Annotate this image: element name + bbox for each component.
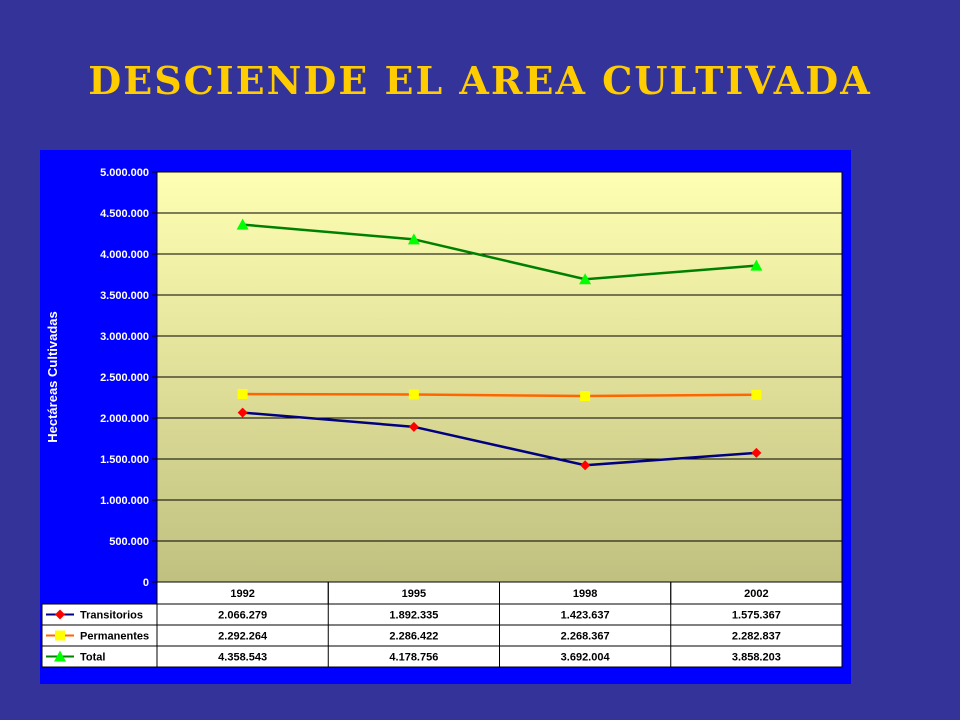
legend-key-marker-transitorios: [55, 609, 65, 620]
data-label-transitorios: 1.423.637: [561, 610, 610, 622]
y-tick-label: 500.000: [109, 536, 149, 548]
data-label-transitorios: 1.575.367: [732, 610, 781, 622]
data-point-transitorios: [580, 460, 591, 471]
data-label-transitorios: 2.066.279: [218, 610, 267, 622]
data-point-total: [579, 273, 592, 285]
y-tick-label: 4.500.000: [100, 208, 149, 220]
slide-title: Desciende el AREA CULTIVADA: [88, 58, 872, 103]
data-label-total: 4.178.756: [389, 652, 438, 664]
data-label-permanentes: 2.292.264: [218, 631, 268, 643]
y-tick-label: 1.500.000: [100, 454, 149, 466]
line-chart: 0 500.000 1.000.000 1.500.000 2.000.000 2.500…: [41, 167, 843, 668]
data-label-transitorios: 1.892.335: [389, 610, 438, 622]
series-line-permanentes: [242, 392, 757, 398]
y-tick-label: 2.500.000: [100, 372, 149, 384]
data-point-transitorios: [751, 447, 762, 458]
y-tick-label: 3.500.000: [100, 290, 149, 302]
y-tick-label: 0: [143, 577, 149, 589]
table-row-total: [41, 645, 843, 668]
data-point-permanentes: [237, 389, 248, 400]
legend-label-permanentes: Permanentes: [80, 631, 149, 643]
data-label-total: 4.358.543: [218, 652, 267, 664]
series-line-total: [242, 223, 757, 281]
y-tick-label: 3.000.000: [100, 331, 149, 343]
data-point-permanentes: [751, 389, 762, 400]
series-line-transitorios: [242, 411, 757, 467]
data-point-permanentes: [580, 390, 591, 401]
data-label-permanentes: 2.286.422: [389, 631, 438, 643]
data-point-transitorios: [237, 407, 248, 418]
legend-key-marker-permanentes: [55, 630, 65, 641]
data-label-permanentes: 2.268.367: [561, 631, 610, 643]
legend-key-marker-total: [54, 650, 66, 662]
data-point-permanentes: [408, 389, 419, 400]
category-label-2002: 2002: [744, 588, 768, 600]
data-point-total: [750, 259, 763, 271]
category-label-1995: 1995: [402, 588, 426, 600]
chart-container: 0 500.000 1.000.000 1.500.000 2.000.000 2.500…: [40, 150, 851, 684]
legend-label-transitorios: Transitorios: [80, 610, 143, 622]
y-axis-label: Hectáreas Cultivadas: [45, 311, 60, 443]
y-tick-label: 2.000.000: [100, 413, 149, 425]
data-label-total: 3.692.004: [561, 652, 611, 664]
data-point-transitorios: [408, 421, 419, 432]
data-point-total: [236, 218, 249, 230]
y-tick-label: 4.000.000: [100, 249, 149, 261]
y-tick-label: 1.000.000: [100, 495, 149, 507]
data-label-permanentes: 2.282.837: [732, 631, 781, 643]
data-label-total: 3.858.203: [732, 652, 781, 664]
data-point-total: [407, 233, 420, 245]
legend-label-total: Total: [80, 652, 105, 664]
table-row-transitorios: [41, 603, 843, 626]
table-row-permanentes: [41, 624, 843, 647]
category-label-1992: 1992: [230, 588, 254, 600]
category-label-1998: 1998: [573, 588, 597, 600]
y-tick-label: 5.000.000: [100, 167, 149, 179]
